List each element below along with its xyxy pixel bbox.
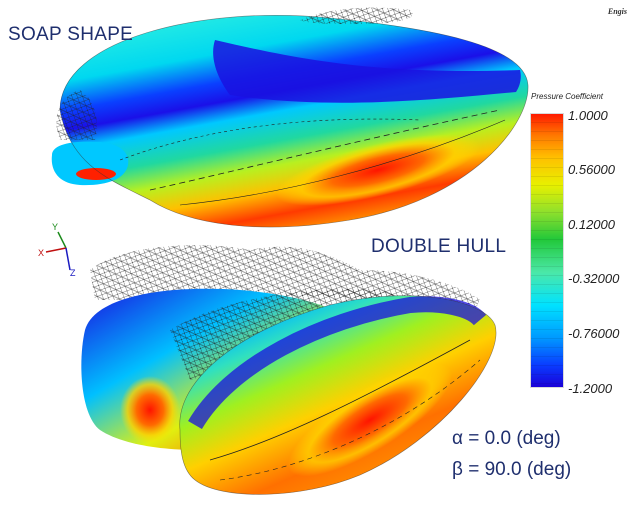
legend-tick: -0.32000	[568, 271, 620, 286]
axis-z-label: Z	[70, 268, 76, 278]
double-hull-body	[81, 245, 497, 495]
beta-value: = 90.0 (deg)	[468, 459, 572, 480]
soap-shape-label: SOAP SHAPE	[8, 24, 134, 45]
beta-condition: β = 90.0 (deg)	[452, 459, 571, 481]
legend-tick: 0.12000	[568, 217, 615, 232]
alpha-value: = 0.0 (deg)	[468, 428, 561, 449]
color-bar	[531, 114, 563, 387]
beta-symbol: β	[452, 459, 463, 480]
alpha-symbol: α	[452, 428, 463, 449]
legend-tick: 1.0000	[568, 108, 608, 123]
legend-title: Pressure Coefficient	[531, 92, 604, 101]
legend-tick: -1.2000	[568, 381, 613, 396]
legend-tick: -0.76000	[568, 326, 620, 341]
axis-triad	[45, 231, 71, 271]
alpha-condition: α = 0.0 (deg)	[452, 428, 561, 450]
logo: Engis	[607, 7, 627, 16]
axis-x-label: X	[38, 248, 45, 258]
double-hull-label: DOUBLE HULL	[371, 236, 507, 257]
soap-shape-body	[51, 7, 529, 228]
color-bar-bands	[531, 114, 563, 387]
legend-tick: 0.56000	[568, 162, 615, 177]
axis-y-label: Y	[52, 222, 59, 232]
